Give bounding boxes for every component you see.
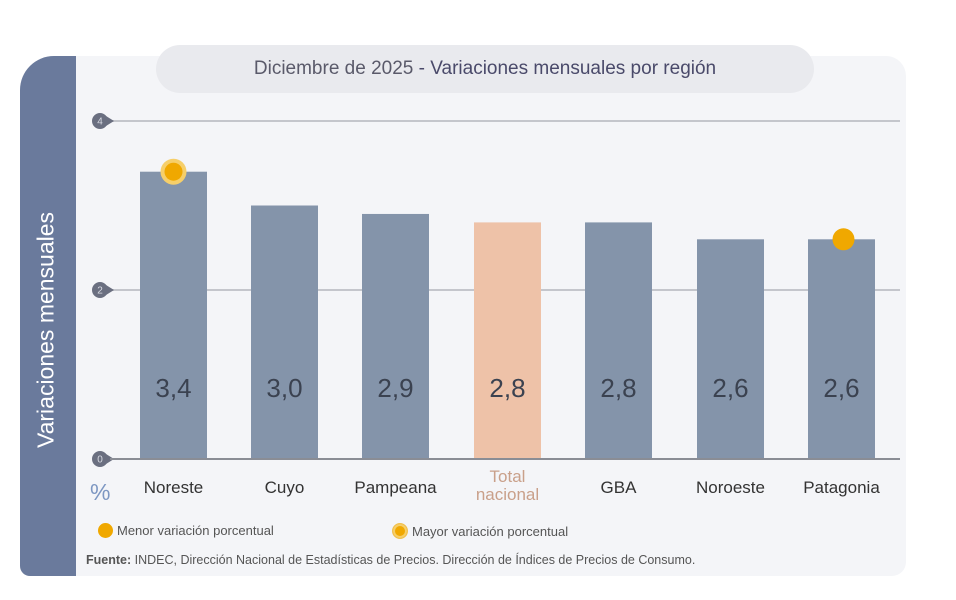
bar-value-label: 2,8 <box>489 373 525 403</box>
bar <box>697 239 764 459</box>
legend-label: Mayor variación porcentual <box>412 523 569 539</box>
source-note: Fuente: INDEC, Dirección Nacional de Est… <box>86 553 696 567</box>
y-unit-label: % <box>90 479 111 505</box>
bar <box>140 171 207 459</box>
bar <box>474 222 541 459</box>
bar-value-label: 2,6 <box>823 373 859 403</box>
legend-item-menor: Menor variación porcentual <box>98 523 274 538</box>
x-tick-label: Cuyo <box>265 478 305 497</box>
bar <box>362 213 429 459</box>
max-marker <box>164 162 183 181</box>
bar <box>808 239 875 459</box>
x-tick-label: Total <box>490 467 526 486</box>
x-tick-label: Pampeana <box>354 478 437 497</box>
y-tick-label: 4 <box>97 117 103 128</box>
title-pill <box>156 45 814 93</box>
ring-marker-icon <box>392 523 408 539</box>
bar-value-label: 2,6 <box>712 373 748 403</box>
x-tick-label: GBA <box>601 478 638 497</box>
x-tick-label: Noroeste <box>696 478 765 497</box>
bar-value-label: 2,9 <box>377 373 413 403</box>
min-marker <box>832 228 855 251</box>
x-tick-label: Patagonia <box>803 478 880 497</box>
chart-title: Diciembre de 2025 - Variaciones mensuale… <box>253 58 717 79</box>
bar-value-label: 2,8 <box>600 373 636 403</box>
x-tick-label: nacional <box>476 485 539 504</box>
legend-label: Menor variación porcentual <box>117 523 274 538</box>
bar-value-label: 3,0 <box>266 373 302 403</box>
y-tick-label: 0 <box>97 455 103 466</box>
marker-icon <box>98 523 113 538</box>
bar <box>585 222 652 459</box>
tick-pointer <box>106 116 114 126</box>
legend-item-mayor: Mayor variación porcentual <box>392 523 568 539</box>
bar-value-label: 3,4 <box>155 373 191 403</box>
tick-pointer <box>106 285 114 295</box>
y-tick-label: 2 <box>97 286 103 297</box>
tick-marker <box>92 113 112 129</box>
tick-marker <box>92 451 112 467</box>
tick-marker <box>92 282 112 298</box>
bar <box>251 205 318 459</box>
x-tick-label: Noreste <box>144 478 204 497</box>
